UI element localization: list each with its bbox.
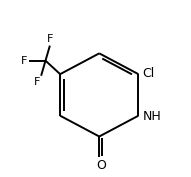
Text: NH: NH <box>142 110 161 123</box>
Text: F: F <box>47 34 53 44</box>
Text: Cl: Cl <box>142 67 155 80</box>
Text: F: F <box>21 56 27 66</box>
Text: O: O <box>96 159 106 172</box>
Text: F: F <box>34 77 40 87</box>
